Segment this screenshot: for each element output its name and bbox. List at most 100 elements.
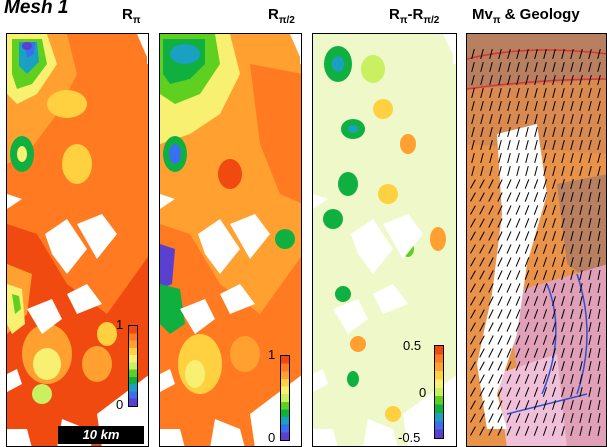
- vector-tick: [579, 153, 583, 163]
- vector-tick: [570, 400, 574, 410]
- vector-tick: [470, 413, 476, 423]
- vector-tick: [480, 166, 484, 176]
- vector-tick: [488, 244, 494, 254]
- scale-bar: 10 km: [58, 426, 144, 444]
- vector-tick: [597, 334, 601, 346]
- vector-tick: [515, 205, 521, 215]
- vector-tick: [542, 400, 548, 410]
- vector-tick: [524, 257, 530, 267]
- vector-tick: [597, 178, 601, 190]
- vector-tick: [543, 62, 547, 72]
- vector-tick: [588, 62, 592, 72]
- vector-tick: [570, 114, 574, 124]
- vector-tick: [489, 75, 493, 85]
- vector-tick: [542, 179, 548, 189]
- vector-tick: [552, 309, 556, 319]
- vector-tick: [497, 296, 503, 306]
- vector-tick: [570, 140, 574, 150]
- vector-tick: [506, 335, 512, 345]
- vector-tick: [588, 335, 592, 345]
- vector-tick: [561, 49, 565, 59]
- vector-tick: [534, 75, 538, 85]
- vector-tick: [579, 244, 583, 254]
- vector-tick: [515, 270, 521, 280]
- vector-tick: [534, 153, 538, 163]
- vector-tick: [534, 166, 538, 176]
- vector-tick: [533, 374, 539, 384]
- vector-tick: [516, 88, 520, 98]
- vector-tick: [480, 153, 484, 163]
- vector-tick: [579, 309, 583, 319]
- vector-tick: [488, 192, 494, 202]
- vector-tick: [470, 205, 476, 215]
- vector-tick: [588, 192, 592, 202]
- vector-tick: [506, 296, 512, 306]
- vector-tick: [597, 256, 601, 268]
- vector-tick: [579, 335, 583, 345]
- vector-tick: [471, 127, 475, 137]
- vector-tick: [506, 270, 512, 280]
- vector-tick: [498, 75, 502, 85]
- vector-tick: [552, 192, 556, 202]
- vector-tick: [524, 335, 530, 345]
- vector-tick: [515, 309, 521, 319]
- vector-tick: [561, 387, 565, 397]
- vector-tick: [579, 374, 583, 384]
- colorbar-difference-min: -0.5: [398, 430, 421, 445]
- vector-tick: [543, 101, 547, 111]
- vector-tick: [579, 413, 583, 423]
- vector-tick: [552, 270, 556, 280]
- vector-tick: [533, 361, 539, 371]
- vector-tick: [497, 322, 503, 332]
- vector-tick: [515, 426, 521, 436]
- vector-tick: [488, 218, 494, 228]
- vector-tick: [588, 426, 592, 436]
- vector-tick: [497, 374, 503, 384]
- vector-tick: [588, 296, 592, 306]
- map-panel-r-pi-half: [159, 33, 302, 447]
- vector-tick: [471, 75, 475, 85]
- vector-tick: [588, 127, 592, 137]
- vector-tick: [515, 192, 521, 202]
- vector-tick: [497, 205, 503, 215]
- vector-tick: [533, 257, 539, 267]
- vector-tick: [498, 166, 502, 176]
- vector-tick: [525, 153, 529, 163]
- vector-tick: [498, 140, 502, 150]
- vector-tick: [543, 127, 547, 137]
- vector-tick: [516, 49, 520, 59]
- vector-tick: [533, 205, 539, 215]
- vector-tick: [561, 426, 565, 436]
- vector-tick: [480, 88, 484, 98]
- vector-tick: [488, 374, 494, 384]
- vector-tick: [588, 348, 592, 358]
- vector-tick: [597, 373, 601, 385]
- vector-tick: [579, 426, 583, 436]
- vector-tick: [542, 413, 548, 423]
- vector-tick: [552, 114, 556, 124]
- vector-tick: [506, 413, 512, 423]
- vector-tick: [533, 179, 539, 189]
- vector-tick: [597, 360, 601, 372]
- vector-tick: [497, 387, 503, 397]
- vector-tick: [471, 114, 475, 124]
- vector-tick: [515, 361, 521, 371]
- vector-tick: [497, 335, 503, 345]
- vector-tick: [552, 426, 556, 436]
- vector-tick: [570, 387, 574, 397]
- vector-tick: [597, 101, 601, 111]
- vector-tick: [542, 205, 548, 215]
- vector-tick: [579, 231, 583, 241]
- vector-tick: [497, 192, 503, 202]
- vector-tick: [516, 153, 520, 163]
- vector-tick: [579, 166, 583, 176]
- vector-tick: [579, 296, 583, 306]
- vector-tick: [561, 257, 565, 267]
- vector-tick: [498, 101, 502, 111]
- vector-tick: [498, 114, 502, 124]
- vector-tick: [479, 361, 485, 371]
- vector-tick: [525, 75, 529, 85]
- vector-tick: [506, 179, 512, 189]
- vector-tick: [597, 62, 601, 72]
- vector-tick: [506, 348, 512, 358]
